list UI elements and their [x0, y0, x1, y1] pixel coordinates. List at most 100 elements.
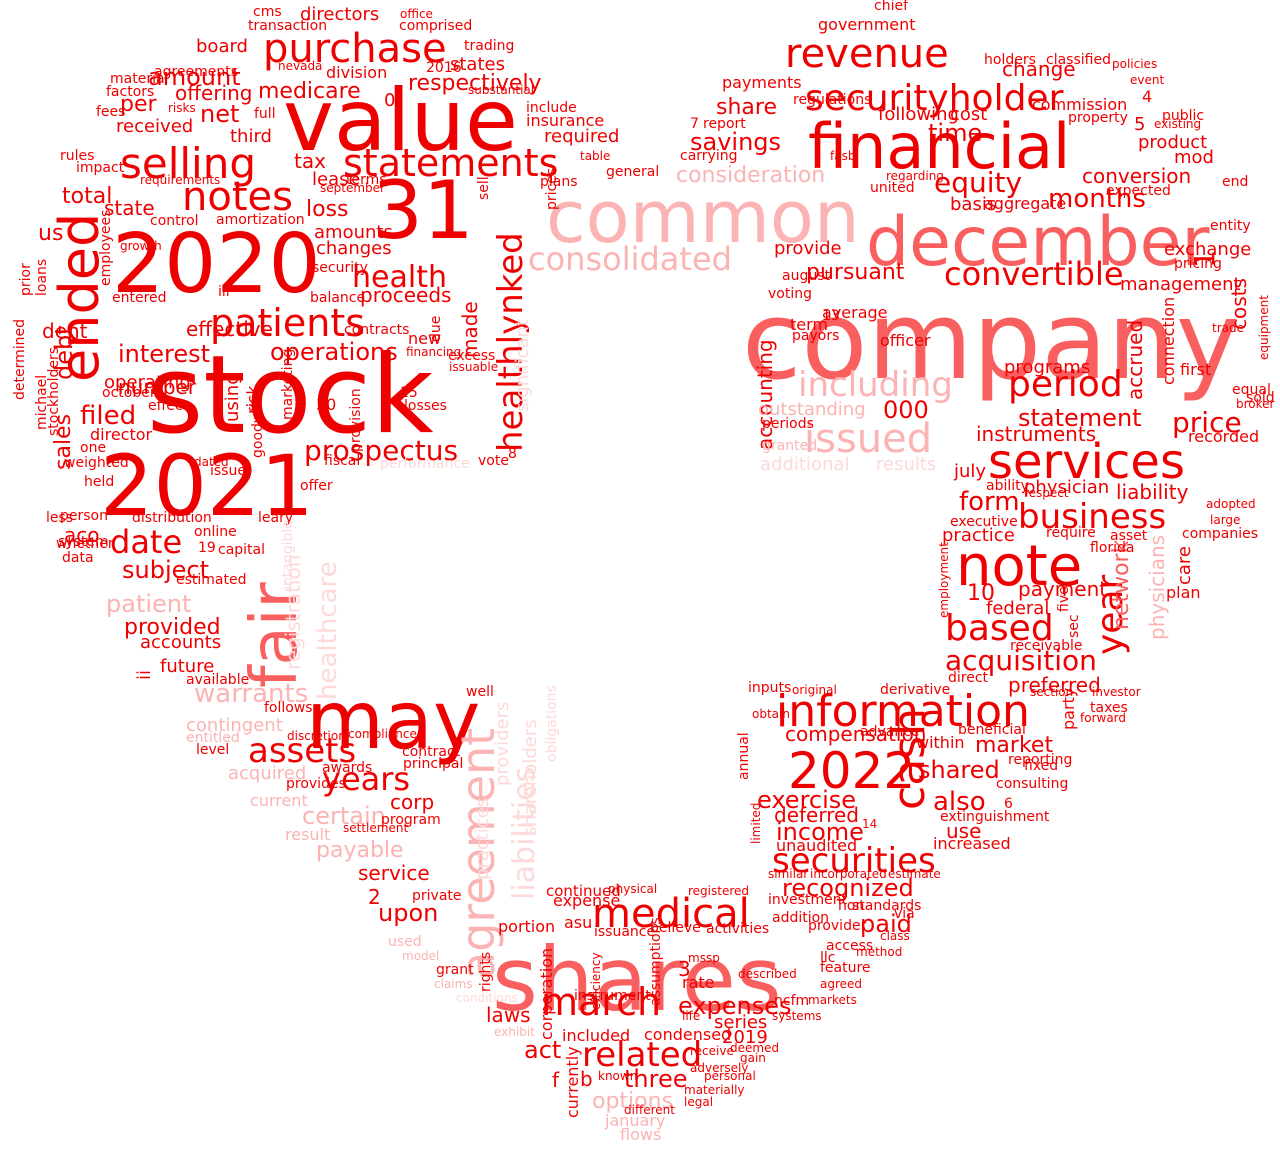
word-cost: cost: [950, 104, 987, 125]
word-accrued: accrued: [1123, 320, 1147, 400]
word-paid: paid: [860, 910, 912, 938]
word-shareholders: shareholders: [520, 719, 541, 836]
word-f: f: [552, 1068, 560, 1092]
word-commission: commission: [1032, 95, 1127, 114]
word-original: original: [792, 683, 837, 697]
word-efficiency: efficiency: [589, 952, 603, 1010]
word-programs: programs: [1004, 357, 1090, 378]
word-states: states: [450, 54, 505, 75]
word-carrying: carrying: [680, 148, 737, 164]
word-require: require: [1046, 525, 1096, 541]
word-10: 10: [967, 581, 995, 606]
word-accounting: accounting: [753, 339, 777, 450]
word-2020: 2020: [112, 217, 321, 312]
word-excess: excess: [448, 348, 495, 364]
word-purchase: purchase: [263, 26, 447, 72]
word-selling: selling: [120, 139, 256, 188]
word-granted: granted: [762, 438, 817, 454]
word-general: general: [606, 164, 659, 180]
word-obtain: obtain: [752, 707, 790, 721]
word-system: system: [58, 534, 109, 550]
word-registration: registration: [281, 555, 305, 670]
word-adversely: adversely: [690, 1061, 748, 1075]
word-end: end: [1222, 174, 1248, 190]
word-date: date: [110, 523, 182, 561]
word-goodwill: goodwill: [250, 400, 266, 458]
word-taxes: taxes: [1090, 700, 1128, 716]
word-well: well: [466, 684, 494, 700]
word-convertible: convertible: [944, 255, 1124, 293]
word-respect: respect: [1024, 486, 1069, 500]
word-year: year: [1090, 574, 1131, 655]
word-gain: gain: [740, 1051, 766, 1065]
word-proceeds: proceeds: [360, 283, 451, 307]
word-notes: notes: [182, 174, 293, 220]
word-michael: michael: [34, 375, 50, 430]
word-deferred: deferred: [774, 803, 859, 827]
word-leary: leary: [258, 510, 293, 526]
word-requirements: requirements: [140, 173, 220, 187]
word-financial: financial: [808, 110, 1070, 183]
word-amounts: amounts: [314, 222, 393, 243]
word-continued: continued: [546, 882, 621, 900]
word-exhibit: exhibit: [494, 1025, 535, 1039]
word-receivable: receivable: [1010, 638, 1083, 654]
word-interest: interest: [118, 340, 210, 368]
word-office: office: [400, 7, 433, 21]
word-practices: practices: [472, 798, 493, 880]
word-less: less: [46, 510, 73, 526]
word-exercise: exercise: [757, 786, 856, 814]
word-risks: risks: [168, 101, 196, 115]
word-results: results: [876, 454, 936, 475]
word-5: 5: [1134, 114, 1145, 135]
word-physicians: physicians: [1145, 535, 1169, 640]
word-effective: effective: [186, 317, 273, 341]
word-entered: entered: [112, 290, 167, 306]
word-series: series: [714, 1012, 767, 1033]
word-securities: securities: [772, 841, 936, 881]
word-balance: balance: [310, 290, 365, 306]
word-2019: 2019: [722, 1027, 768, 1048]
word-effect: effect: [148, 398, 189, 414]
word-iii: iii: [218, 284, 230, 300]
word-time: time: [928, 119, 982, 147]
word-regarding: regarding: [886, 169, 944, 183]
word-claims: claims: [434, 977, 473, 991]
word-investor: investor: [1092, 685, 1141, 699]
word-risk: risk: [243, 385, 262, 414]
word-company: company: [742, 279, 1240, 404]
word-following: following: [878, 104, 959, 125]
word-issuable: issuable: [449, 360, 498, 374]
word-conditions: conditions: [456, 991, 518, 1005]
word-three: three: [624, 1065, 688, 1093]
word-september: september: [320, 181, 385, 195]
word-loans: loans: [34, 259, 50, 296]
word-standards: standards: [852, 898, 921, 914]
word-months: months: [1048, 184, 1146, 214]
word-result: result: [285, 825, 330, 844]
word-insurance: insurance: [526, 111, 604, 130]
word-14: 14: [862, 817, 877, 831]
word-periods: periods: [762, 416, 814, 432]
word-payors: payors: [792, 328, 839, 344]
word-received: received: [116, 116, 193, 137]
word-corporation: corporation: [537, 948, 556, 1040]
word-currently: currently: [563, 1046, 582, 1118]
word-companies: companies: [1182, 526, 1258, 542]
word-flows: flows: [620, 1125, 661, 1144]
word-form: form: [959, 487, 1020, 517]
word-options: options: [592, 1089, 673, 1114]
word-shares: shares: [492, 928, 782, 1031]
word-whether: whether: [56, 536, 114, 552]
word-registered: registered: [688, 884, 749, 898]
word-services: services: [988, 434, 1185, 490]
word-8: 8: [508, 446, 517, 462]
word-available: available: [186, 672, 249, 688]
word-include: include: [526, 100, 577, 116]
word-determined: determined: [12, 319, 28, 400]
word-stockholders: stockholders: [46, 347, 62, 436]
word-cash: cash: [884, 708, 935, 810]
word-cms: cms: [253, 4, 282, 20]
word-recorded: recorded: [1188, 427, 1259, 446]
word-person: person: [60, 508, 108, 524]
